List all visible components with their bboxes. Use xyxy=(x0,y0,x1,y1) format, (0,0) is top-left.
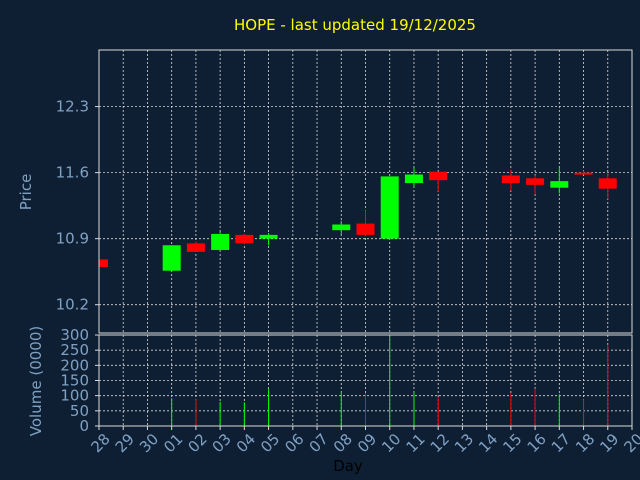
x-tick-label: 14 xyxy=(475,430,501,456)
x-axis-label: Day xyxy=(333,457,363,475)
candles xyxy=(98,167,617,271)
x-tick-label: 03 xyxy=(209,430,235,456)
price-panel: 10.2 10.9 11.6 12.3 Price xyxy=(17,49,633,334)
x-tick-label: 16 xyxy=(524,430,550,456)
price-tick-label: 10.9 xyxy=(56,230,89,248)
x-tick-label: 29 xyxy=(112,430,138,456)
x-tick-label: 30 xyxy=(136,430,162,456)
x-ticks: 2829300102030405060708091011121314151617… xyxy=(88,426,640,456)
volume-axis-label: Volume (0000) xyxy=(27,326,45,436)
x-tick-label: 07 xyxy=(306,430,332,456)
candle-body xyxy=(526,178,545,185)
x-tick-label: 11 xyxy=(402,430,428,456)
candle-body xyxy=(356,223,375,235)
candle-body xyxy=(211,233,230,250)
price-tick-label: 11.6 xyxy=(56,164,89,182)
candle-body xyxy=(501,175,520,184)
x-tick-label: 01 xyxy=(160,430,186,456)
candle-body xyxy=(574,172,593,175)
candle-body xyxy=(332,224,351,231)
x-tick-label: 19 xyxy=(596,430,622,456)
candle-body xyxy=(404,174,423,184)
x-tick-label: 10 xyxy=(378,430,404,456)
x-tick-label: 28 xyxy=(88,430,114,456)
price-tick-label: 12.3 xyxy=(56,98,89,116)
price-grid xyxy=(98,50,633,333)
x-tick-label: 04 xyxy=(233,430,259,456)
volume-tick-label: 100 xyxy=(60,387,89,405)
candle-body xyxy=(429,171,448,181)
volume-tick-label: 300 xyxy=(60,326,89,344)
candle-body xyxy=(259,234,278,239)
volume-tick-label: 0 xyxy=(79,417,89,435)
price-y-ticks: 10.2 10.9 11.6 12.3 xyxy=(56,98,99,314)
x-tick-label: 15 xyxy=(499,430,525,456)
price-frame xyxy=(98,49,633,334)
x-tick-label: 18 xyxy=(572,430,598,456)
candle-body xyxy=(380,176,399,239)
volume-tick-label: 50 xyxy=(70,402,89,420)
volume-tick-label: 150 xyxy=(60,372,89,390)
volume-tick-label: 250 xyxy=(60,341,89,359)
volume-tick-label: 200 xyxy=(60,356,89,374)
candle-body xyxy=(99,259,108,267)
x-tick-label: 06 xyxy=(281,430,307,456)
chart-title: HOPE - last updated 19/12/2025 xyxy=(234,16,476,34)
x-tick-label: 20 xyxy=(621,430,640,456)
x-tick-label: 12 xyxy=(427,430,453,456)
candle-body xyxy=(235,234,254,244)
candle-body xyxy=(162,245,181,271)
candle-body xyxy=(186,243,205,252)
x-tick-label: 02 xyxy=(184,430,210,456)
x-tick-label: 17 xyxy=(548,430,574,456)
volume-bars xyxy=(171,335,609,426)
candle-body xyxy=(550,181,569,188)
price-axis-label: Price xyxy=(17,174,35,211)
price-tick-label: 10.2 xyxy=(56,296,89,314)
x-tick-label: 05 xyxy=(257,430,283,456)
x-tick-label: 13 xyxy=(451,430,477,456)
x-tick-label: 08 xyxy=(330,430,356,456)
x-tick-label: 09 xyxy=(354,430,380,456)
candle-body xyxy=(598,178,617,189)
